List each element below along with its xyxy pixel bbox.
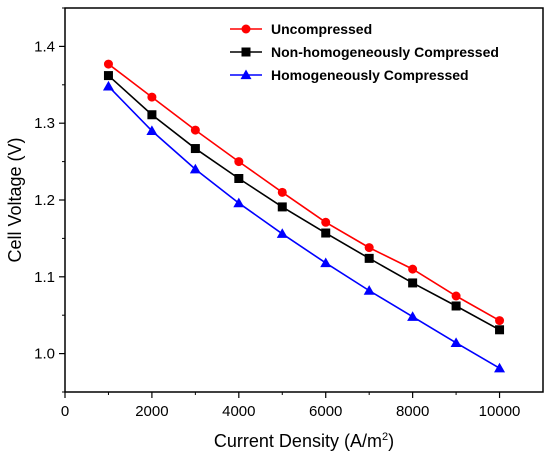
data-point (103, 59, 113, 69)
legend-marker (241, 24, 251, 34)
x-tick-label: 8000 (396, 403, 429, 420)
legend-item: Non-homogeneously Compressed (230, 44, 499, 60)
data-point (234, 157, 244, 167)
data-point (321, 228, 331, 238)
legend-label: Homogeneously Compressed (271, 67, 469, 83)
data-point (147, 110, 157, 120)
x-tick-label: 6000 (309, 403, 342, 420)
legend-marker (240, 69, 252, 80)
data-point (190, 144, 200, 154)
data-point (320, 257, 332, 268)
data-point (103, 71, 113, 81)
data-point (189, 163, 201, 174)
data-point (495, 316, 505, 326)
series-line (107, 85, 500, 369)
legend-label: Non-homogeneously Compressed (271, 44, 499, 60)
series-uncompressed (103, 59, 505, 326)
y-tick-label: 1.0 (34, 346, 55, 363)
series-non-homogeneously-compressed (103, 71, 505, 335)
data-point (494, 362, 506, 373)
data-point (102, 80, 114, 91)
data-point (450, 337, 462, 347)
x-tick-label: 10000 (479, 403, 521, 420)
data-point (407, 311, 419, 321)
data-point (147, 92, 157, 102)
data-point (408, 264, 418, 274)
data-point (408, 278, 418, 288)
y-tick-label: 1.3 (34, 115, 55, 132)
data-point (233, 197, 245, 208)
series-line (107, 74, 500, 331)
x-tick-label: 4000 (222, 403, 255, 420)
legend: Uncompressed Non-homogeneously Compressed… (230, 21, 499, 83)
data-point (190, 125, 200, 135)
data-point (146, 125, 158, 136)
x-axis-title-superscript: 2 (382, 431, 388, 443)
series-line (107, 63, 500, 322)
legend-label: Uncompressed (271, 21, 372, 37)
series-homogeneously-compressed (102, 80, 506, 373)
series-layer (102, 59, 506, 373)
data-point (451, 291, 461, 301)
x-tick-label: 0 (61, 403, 69, 420)
legend-item: Uncompressed (230, 21, 372, 37)
y-tick-label: 1.2 (34, 192, 55, 209)
y-axis-title: Cell Voltage (V) (5, 137, 25, 262)
data-point (276, 228, 288, 238)
data-point (364, 243, 374, 253)
data-point (234, 173, 244, 183)
data-point (321, 217, 331, 227)
y-axis: 1.0 1.1 1.2 1.3 1.4 (34, 7, 65, 393)
data-point (364, 253, 374, 263)
x-axis-title: Current Density (A/m2) (214, 431, 394, 451)
plot-area (64, 7, 544, 393)
x-axis: 0 2000 4000 6000 8000 10000 (61, 392, 521, 420)
x-axis-title-end: ) (388, 431, 394, 451)
data-point (363, 285, 375, 295)
data-point (495, 325, 505, 335)
data-point (277, 187, 287, 197)
y-tick-label: 1.4 (34, 38, 55, 55)
data-point (451, 301, 461, 311)
x-tick-label: 2000 (135, 403, 168, 420)
data-point (277, 202, 287, 212)
y-tick-label: 1.1 (34, 269, 55, 286)
legend-item: Homogeneously Compressed (230, 67, 469, 83)
legend-marker (241, 47, 251, 57)
